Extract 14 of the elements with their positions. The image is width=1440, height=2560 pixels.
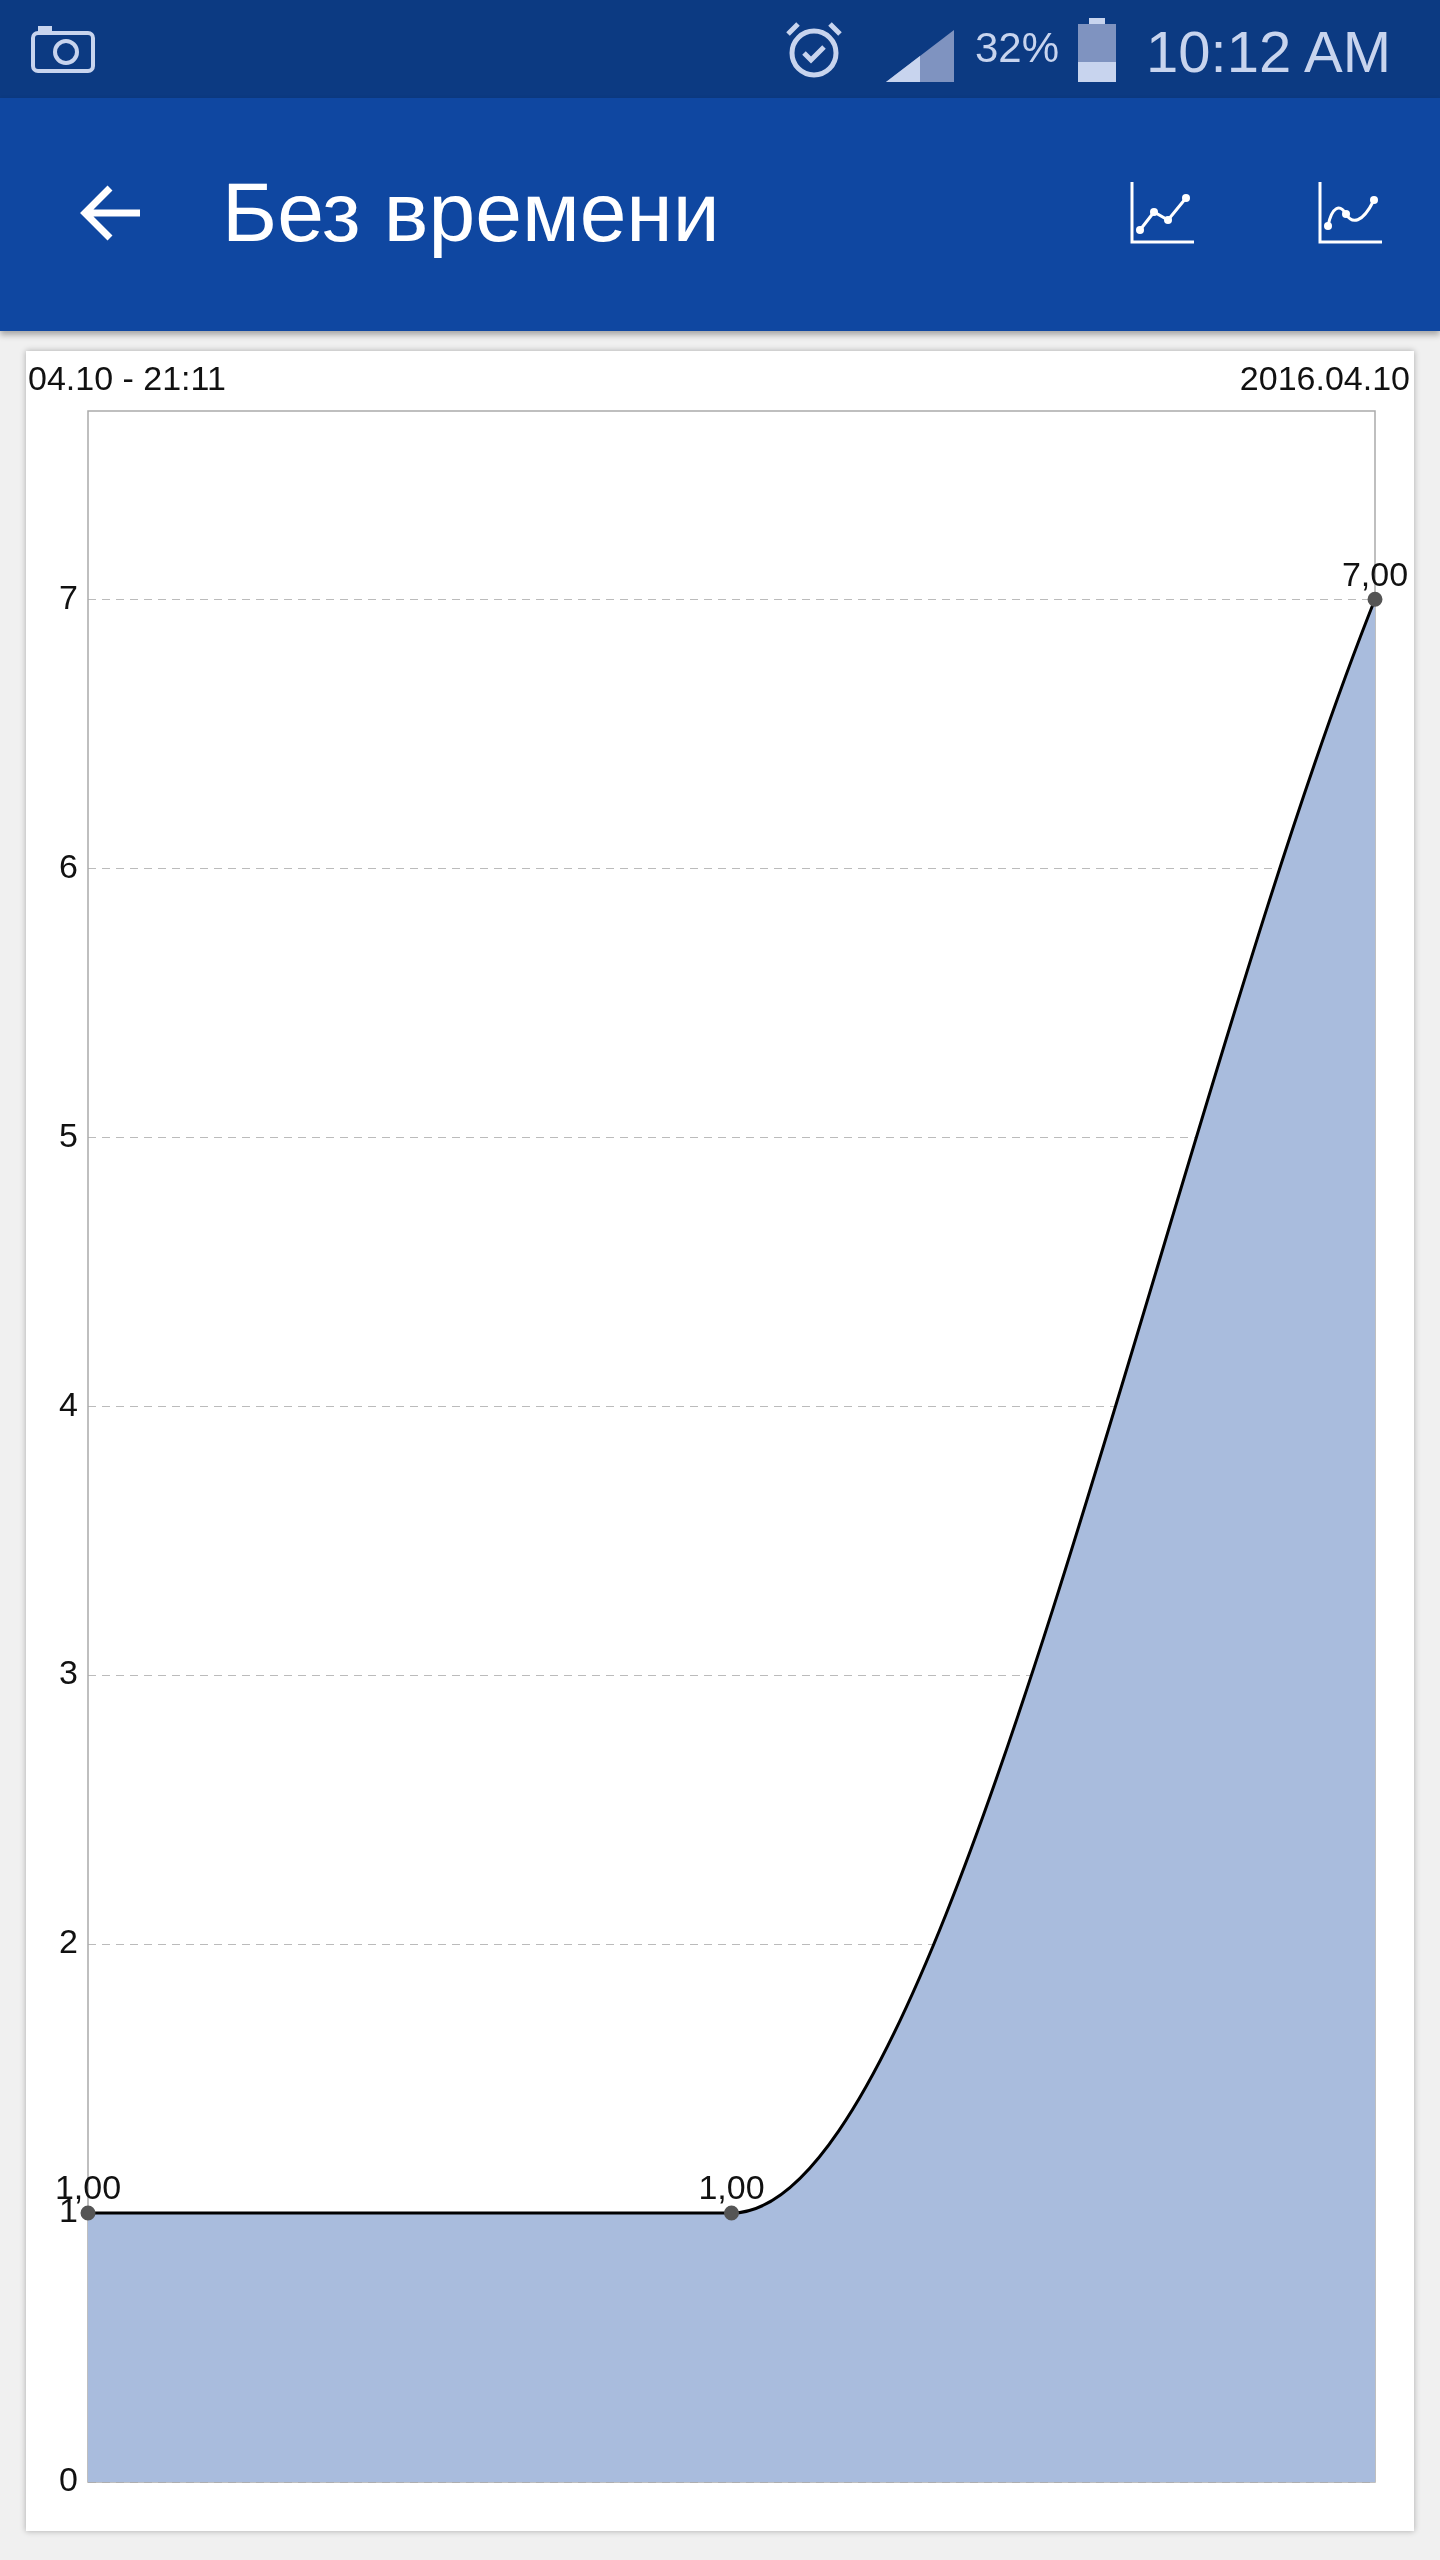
data-label: 7,00	[1341, 554, 1409, 593]
y-tick-label: 2	[59, 1922, 78, 1961]
y-tick-label: 3	[59, 1653, 78, 1692]
text: 10:12 AM	[1146, 18, 1392, 85]
y-tick-label: 0	[59, 2460, 78, 2499]
y-tick-label: 7	[59, 577, 78, 616]
text: 32%	[975, 24, 1060, 72]
y-tick-label: 4	[59, 1384, 78, 1423]
text: 04.10 - 21:11	[28, 359, 226, 398]
chart-title: Без времени	[222, 164, 720, 261]
data-label: 1,00	[698, 2168, 765, 2207]
text: 2016.04.10	[1239, 359, 1410, 398]
y-tick-label: 6	[59, 846, 78, 885]
y-tick-label: 5	[59, 1115, 78, 1154]
